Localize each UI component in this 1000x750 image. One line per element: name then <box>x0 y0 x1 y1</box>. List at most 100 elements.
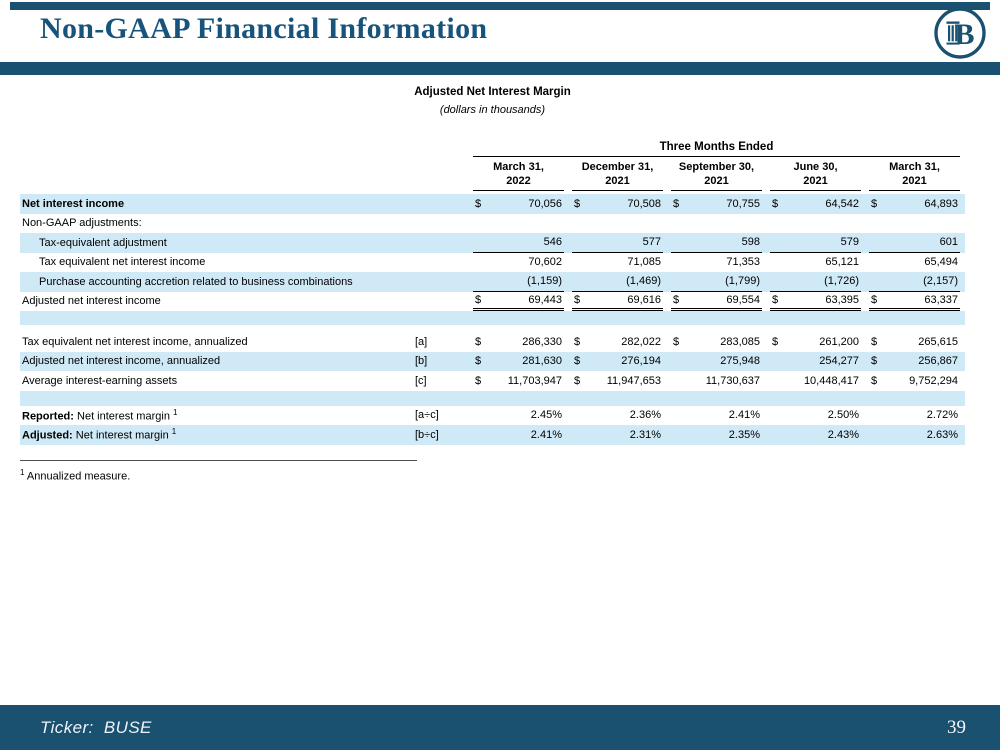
cell-value: 63,395 <box>825 293 859 306</box>
footnote-text: Annualized measure. <box>26 470 131 483</box>
dollar-sign: $ <box>574 355 581 368</box>
column-header: December 31, 2021 <box>572 160 663 191</box>
column-header-line1: June 30, <box>793 161 838 173</box>
column-header-line1: March 31, <box>493 161 544 173</box>
cell-value: 65,494 <box>924 256 958 269</box>
cell-value: 11,703,947 <box>507 374 562 387</box>
cell-value: 256,867 <box>918 355 958 368</box>
table-row: Non-GAAP adjustments: <box>20 214 965 234</box>
value-cell <box>572 214 663 234</box>
dollar-sign: $ <box>673 335 680 348</box>
logo-circle <box>934 7 986 59</box>
value-cell: $276,194 <box>572 352 663 372</box>
value-cell: $69,554 <box>671 292 762 311</box>
value-cell: 275,948 <box>671 352 762 372</box>
value-cell: 2.72% <box>869 406 960 426</box>
column-header-line2: 2022 <box>506 175 531 187</box>
value-cell: (1,799) <box>671 272 762 292</box>
cell-value: (1,159) <box>527 275 562 288</box>
cell-value: 2.45% <box>530 409 562 422</box>
page-number: 39 <box>947 717 966 738</box>
row-ref: [b] <box>415 355 428 368</box>
value-cell: 2.50% <box>770 406 861 426</box>
column-header-line1: September 30, <box>678 161 755 173</box>
cell-value: 65,121 <box>825 256 859 269</box>
table-row: Adjusted net interest income $69,443 $69,6… <box>20 292 965 311</box>
value-cell: 2.35% <box>671 425 762 445</box>
cell-value: (1,726) <box>824 275 859 288</box>
dollar-sign: $ <box>871 374 878 387</box>
value-cell: 601 <box>869 233 960 253</box>
dollar-sign: $ <box>772 335 779 348</box>
cell-value: 546 <box>543 236 562 249</box>
footnote: 1 Annualized measure. <box>20 468 965 483</box>
column-header: March 31, 2022 <box>473 160 564 191</box>
row-label: Tax-equivalent adjustment <box>39 236 167 249</box>
row-ref: [b÷c] <box>415 428 439 441</box>
cell-value: 64,542 <box>825 197 859 210</box>
column-header: March 31, 2021 <box>869 160 960 191</box>
cell-value: 579 <box>840 236 859 249</box>
dollar-sign: $ <box>475 197 482 210</box>
dollar-sign: $ <box>871 197 878 210</box>
value-cell: $64,893 <box>869 194 960 214</box>
table-row <box>20 311 965 325</box>
value-cell: $283,085 <box>671 332 762 352</box>
row-label: Net interest income <box>22 197 125 210</box>
cell-value: 63,337 <box>924 293 958 306</box>
value-cell: 546 <box>473 233 564 253</box>
dollar-sign: $ <box>673 197 680 210</box>
value-cell: $63,337 <box>869 292 960 311</box>
row-label: Adjusted: Net interest margin 1 <box>22 427 177 443</box>
dollar-sign: $ <box>871 355 878 368</box>
value-cell: $11,947,653 <box>572 371 663 391</box>
row-label-bold: Adjusted: <box>22 430 73 443</box>
row-label: Adjusted net interest income <box>22 295 161 308</box>
cell-value: 70,056 <box>528 197 562 210</box>
dollar-sign: $ <box>475 355 482 368</box>
row-label: Tax equivalent net interest income <box>39 256 206 269</box>
table-section: Adjusted Net Interest Margin (dollars in… <box>20 86 965 482</box>
row-label: Average interest-earning assets <box>22 374 178 387</box>
cell-value: 64,893 <box>924 197 958 210</box>
cell-value: 2.63% <box>926 428 958 441</box>
cell-value: 69,554 <box>726 293 760 306</box>
value-cell: $286,330 <box>473 332 564 352</box>
table-title: Adjusted Net Interest Margin <box>414 86 571 98</box>
column-headers: March 31, 2022 December 31, 2021 September 3… <box>465 160 960 191</box>
column-header-line2: 2021 <box>605 175 630 187</box>
cell-value: 601 <box>939 236 958 249</box>
cell-value: (2,157) <box>923 275 958 288</box>
column-header-line2: 2021 <box>902 175 927 187</box>
cell-value: 2.72% <box>926 409 958 422</box>
table-row: Adjusted: Net interest margin 1 [b÷c] 2.41… <box>20 425 965 445</box>
title-divider-bar <box>0 62 1000 75</box>
busey-bank-logo-icon: B <box>934 7 986 59</box>
value-cell: $64,542 <box>770 194 861 214</box>
value-cell: $70,056 <box>473 194 564 214</box>
column-header-line1: March 31, <box>889 161 940 173</box>
top-accent-bar <box>10 2 990 10</box>
value-cell <box>869 214 960 234</box>
value-cell: $69,616 <box>572 292 663 311</box>
logo-letter: B <box>954 18 974 51</box>
cell-value: 2.43% <box>827 428 859 441</box>
column-header: September 30, 2021 <box>671 160 762 191</box>
cell-value: 2.31% <box>629 428 661 441</box>
value-cell: 2.36% <box>572 406 663 426</box>
column-header-line2: 2021 <box>704 175 729 187</box>
cell-value: 71,085 <box>627 256 661 269</box>
value-cell: 2.41% <box>473 425 564 445</box>
value-cell: (1,469) <box>572 272 663 292</box>
cell-value: 2.35% <box>728 428 760 441</box>
value-cell: $69,443 <box>473 292 564 311</box>
value-cell: 2.43% <box>770 425 861 445</box>
dollar-sign: $ <box>574 293 581 306</box>
dollar-sign: $ <box>772 293 779 306</box>
cell-value: 70,755 <box>726 197 760 210</box>
value-cell: 70,602 <box>473 253 564 273</box>
row-ref: [a÷c] <box>415 409 439 422</box>
table-row: Tax equivalent net interest income, annu… <box>20 332 965 352</box>
dollar-sign: $ <box>574 335 581 348</box>
row-label-bold: Reported: <box>22 410 74 423</box>
